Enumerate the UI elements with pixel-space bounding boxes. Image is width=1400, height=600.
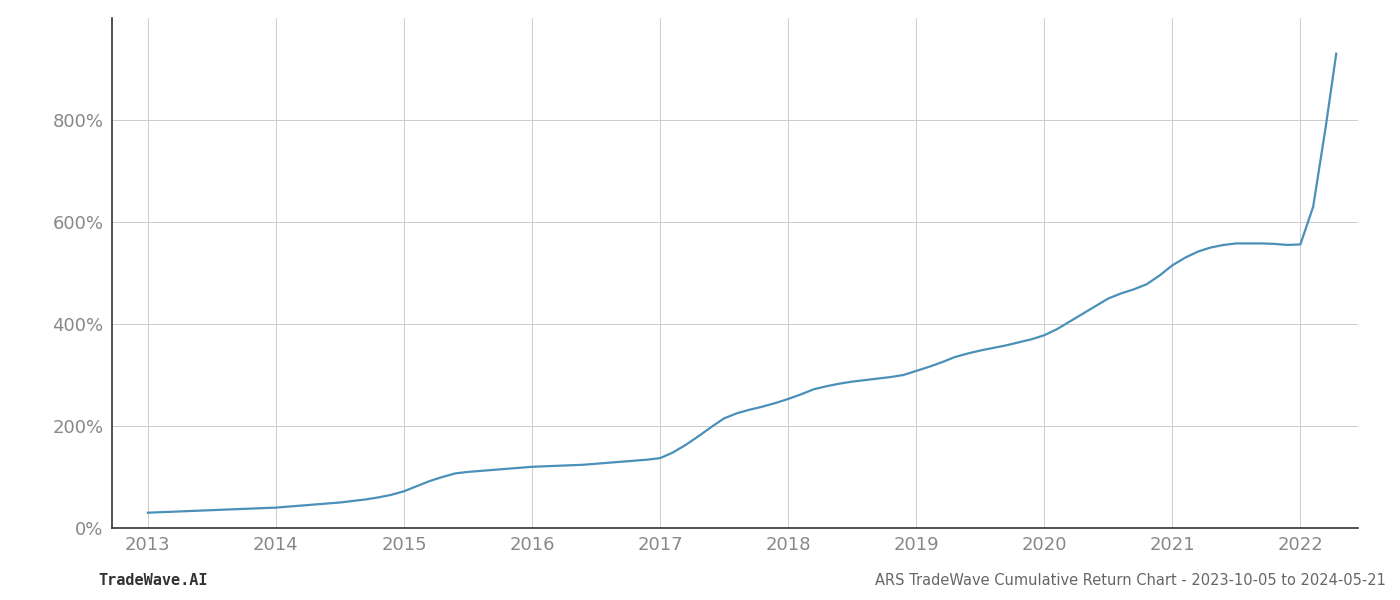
Text: TradeWave.AI: TradeWave.AI [98, 573, 207, 588]
Text: ARS TradeWave Cumulative Return Chart - 2023-10-05 to 2024-05-21: ARS TradeWave Cumulative Return Chart - … [875, 573, 1386, 588]
